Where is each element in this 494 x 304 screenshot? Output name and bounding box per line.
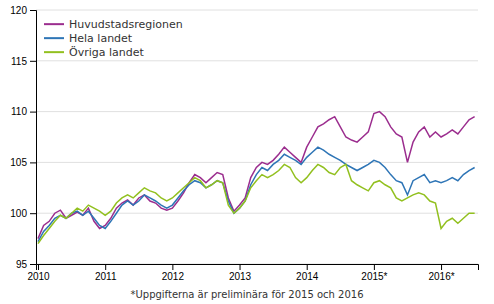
tick-label: 110 [11, 106, 27, 117]
tick: 100 [10, 208, 36, 219]
tick-label: 2016* [428, 271, 454, 282]
tick-mark [172, 264, 173, 270]
legend-item: Övriga landet [44, 46, 144, 59]
tick-label: 2015* [361, 271, 387, 282]
legend-swatch [44, 51, 64, 53]
tick-mark [30, 112, 36, 113]
tick-label: 105 [10, 157, 27, 168]
tick-mark [30, 10, 36, 11]
tick-label: 95 [16, 259, 28, 270]
tick-label: 2013 [229, 271, 252, 282]
tick: 120 [10, 5, 36, 16]
grid [36, 10, 478, 264]
axis-line [30, 11, 37, 265]
chart: 2010 2011 2012 2013 2014 2015* 2016* 95 100 105 11… [0, 0, 494, 304]
x-axis: 2010 2011 2012 2013 2014 2015* 2016* [27, 264, 478, 282]
tick-mark [30, 61, 36, 62]
tick-mark [30, 264, 36, 265]
tick-mark [30, 162, 36, 163]
tick: 2015* [361, 264, 387, 282]
grid-line [36, 111, 478, 112]
tick-mark [38, 264, 39, 270]
y-axis: 95 100 105 110 115 120 [10, 5, 36, 270]
legend-label: Övriga landet [69, 46, 144, 59]
tick-label: 2014 [296, 271, 319, 282]
legend-label: Hela landet [69, 32, 133, 45]
tick: 2012 [162, 264, 185, 282]
series-line [38, 147, 475, 241]
tick-mark [374, 264, 375, 270]
tick-mark [441, 264, 442, 270]
tick-label: 2010 [27, 271, 50, 282]
legend-swatch [44, 37, 64, 39]
tick-mark [105, 264, 106, 270]
tick-mark [240, 264, 241, 270]
tick-mark [30, 213, 36, 214]
tick: 2013 [229, 264, 252, 282]
legend-swatch [44, 23, 64, 25]
lines [38, 112, 475, 244]
tick: 95 [16, 259, 36, 270]
tick: 2011 [95, 264, 117, 282]
grid-line [36, 60, 478, 61]
tick: 2014 [296, 264, 319, 282]
legend-label: Huvudstadsregionen [69, 18, 183, 31]
tick-mark [307, 264, 308, 270]
legend: HuvudstadsregionenHela landetÖvriga land… [44, 18, 183, 59]
legend-item: Hela landet [44, 32, 133, 45]
footnote: *Uppgifterna är preliminära för 2015 och… [130, 289, 363, 300]
tick: 115 [11, 56, 36, 67]
tick-label: 115 [11, 56, 27, 67]
axis-line [37, 265, 479, 271]
plot: 2010 2011 2012 2013 2014 2015* 2016* 95 100 105 11… [10, 5, 478, 282]
legend-item: Huvudstadsregionen [44, 18, 183, 31]
grid-line [36, 10, 478, 11]
tick: 2016* [428, 264, 454, 282]
tick-label: 100 [10, 208, 27, 219]
tick: 105 [10, 157, 36, 168]
tick-label: 2012 [162, 271, 185, 282]
grid-line [36, 162, 478, 163]
tick-label: 2011 [95, 271, 117, 282]
tick: 110 [11, 106, 36, 117]
series-line [38, 164, 475, 243]
tick-label: 120 [10, 5, 27, 16]
tick: 2010 [27, 264, 50, 282]
